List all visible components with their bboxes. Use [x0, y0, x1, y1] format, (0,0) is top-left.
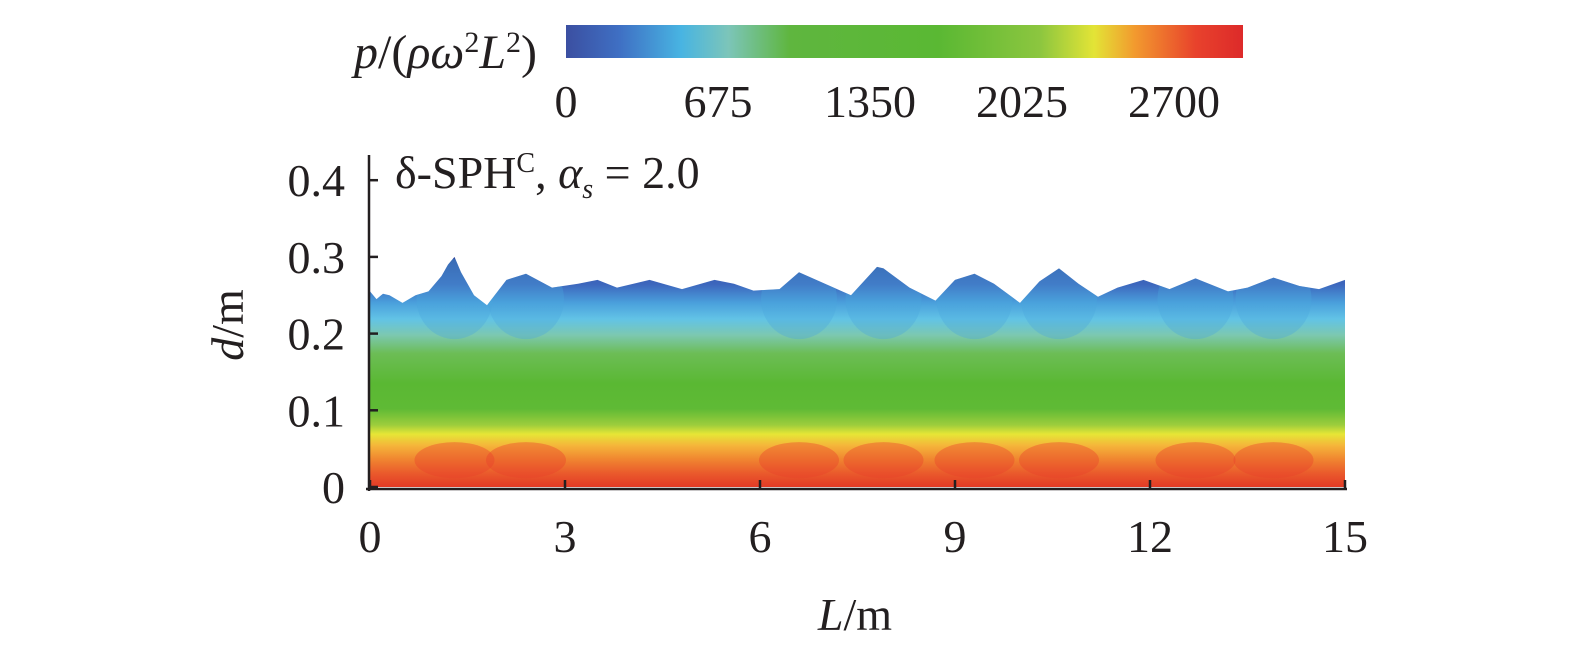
y-tick-label: 0.2: [288, 309, 346, 360]
pressure-field: [370, 256, 1345, 487]
y-tick-label: 0.4: [288, 155, 346, 206]
colorbar: p/(ρω2L2) 0 675 1350 2025 2700: [351, 25, 1243, 127]
colorbar-tick-label: 1350: [824, 76, 916, 127]
colorbar-label: p/(ρω2L2): [351, 26, 537, 79]
colorbar-tick-label: 0: [555, 76, 578, 127]
bottom-pressure-shade: [486, 442, 566, 479]
wave-crest-shade: [488, 259, 564, 340]
colorbar-tick-label: 2700: [1128, 76, 1220, 127]
y-tick-label: 0.1: [288, 385, 346, 436]
wave-crest-shade: [1021, 259, 1097, 340]
x-tick-label: 6: [749, 511, 772, 562]
colorbar-gradient: [566, 25, 1243, 58]
wave-crest-shade: [416, 259, 493, 340]
x-tick-label: 3: [554, 511, 577, 562]
bottom-pressure-shade: [1233, 442, 1314, 479]
wave-crest-shade: [761, 259, 837, 340]
x-tick-label: 9: [944, 511, 967, 562]
y-tick-label: 0.3: [288, 232, 346, 283]
colorbar-tick-label: 675: [684, 76, 753, 127]
bottom-pressure-shade: [414, 442, 495, 479]
x-tick-label: 15: [1322, 511, 1368, 562]
x-ticks: 0 3 6 9 12 15: [359, 480, 1368, 562]
axes: 0 3 6 9 12 15 0 0.1 0.2 0.3 0.4: [288, 155, 1368, 562]
x-tick-label: 12: [1127, 511, 1173, 562]
bottom-pressure-shade: [843, 442, 924, 479]
bottom-pressure-shade: [934, 442, 1015, 479]
panel-note: δ-SPHC, αs = 2.0: [395, 147, 700, 205]
plot-area: [370, 256, 1345, 487]
y-axis-title: d/m: [202, 289, 253, 361]
wave-crest-shade: [1157, 259, 1234, 340]
y-ticks: 0 0.1 0.2 0.3 0.4: [288, 155, 378, 513]
bottom-pressure-shade: [1155, 442, 1236, 479]
x-tick-label: 0: [359, 511, 382, 562]
colorbar-tick-labels: 0 675 1350 2025 2700: [555, 76, 1221, 127]
wave-crest-shade: [845, 259, 922, 340]
colorbar-tick-label: 2025: [976, 76, 1068, 127]
svg-text:δ-SPHC, αs = 2.0: δ-SPHC, αs = 2.0: [395, 147, 700, 205]
wave-crest-shade: [1235, 259, 1312, 340]
wave-crest-shade: [936, 259, 1013, 340]
bottom-pressure-shade: [759, 442, 839, 479]
x-axis-title: L/m: [817, 589, 892, 640]
bottom-pressure-shade: [1019, 442, 1099, 479]
y-tick-label: 0: [322, 462, 345, 513]
